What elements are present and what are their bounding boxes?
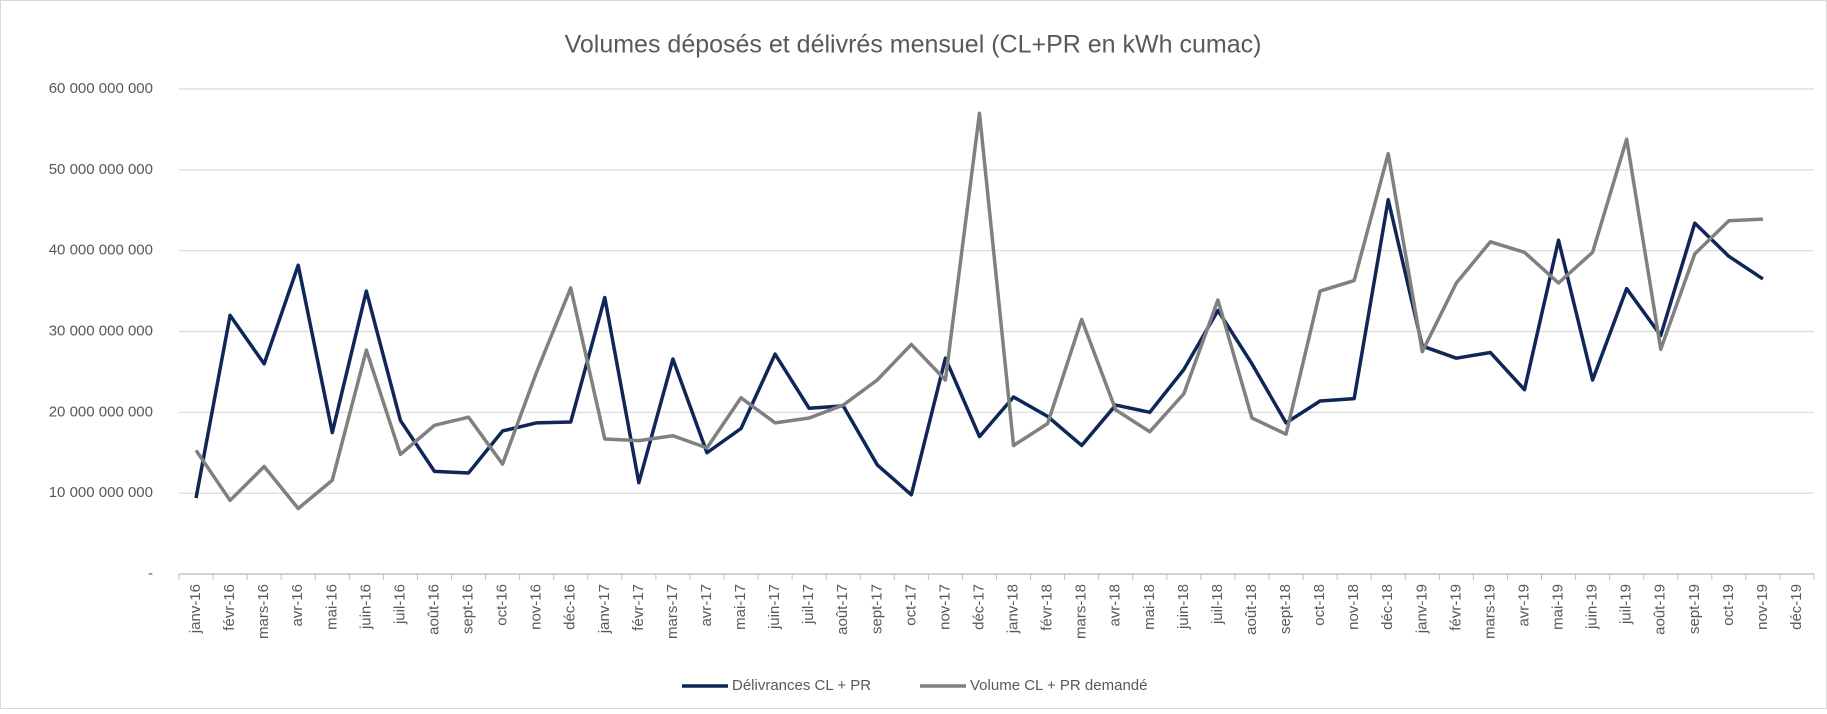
x-tick-label: mai-19 <box>1550 584 1567 630</box>
x-tick-label: août-19 <box>1652 584 1669 635</box>
x-tick-label: sept-19 <box>1686 584 1703 634</box>
x-tick-label: juil-16 <box>391 584 408 625</box>
series-line <box>194 111 1763 511</box>
x-tick-label: oct-18 <box>1311 584 1328 626</box>
x-tick-label: janv-19 <box>1413 584 1430 634</box>
x-tick-label: oct-19 <box>1720 584 1737 626</box>
x-tick-label: août-18 <box>1243 584 1260 635</box>
y-tick-label: 30 000 000 000 <box>49 322 153 339</box>
y-tick-label: - <box>148 565 153 582</box>
x-tick-label: avr-18 <box>1107 584 1124 627</box>
x-tick-label: avr-16 <box>289 584 306 627</box>
x-tick-label: sept-18 <box>1277 584 1294 634</box>
x-tick-label: mai-18 <box>1141 584 1158 630</box>
x-tick-label: janv-17 <box>596 584 613 634</box>
chart-title: Volumes déposés et délivrés mensuel (CL+… <box>565 31 1262 59</box>
x-tick-label: juin-17 <box>766 584 783 630</box>
x-tick-label: juin-18 <box>1175 584 1192 630</box>
y-tick-label: 50 000 000 000 <box>49 161 153 178</box>
x-tick-label: oct-16 <box>494 584 511 626</box>
y-tick-label: 60 000 000 000 <box>49 80 153 97</box>
x-tick-label: mars-16 <box>255 584 272 639</box>
x-tick-label: nov-19 <box>1754 584 1771 630</box>
x-tick-label: févr-16 <box>221 584 238 631</box>
x-tick-label: mai-16 <box>323 584 340 630</box>
x-tick-label: avr-19 <box>1515 584 1532 627</box>
x-tick-label: déc-17 <box>970 584 987 630</box>
x-tick-label: juil-17 <box>800 584 817 625</box>
x-tick-label: mars-19 <box>1481 584 1498 639</box>
x-tick-label: févr-19 <box>1447 584 1464 631</box>
x-tick-label: nov-16 <box>528 584 545 630</box>
x-tick-label: mars-17 <box>664 584 681 639</box>
y-tick-label: 10 000 000 000 <box>49 484 153 501</box>
x-tick-label: déc-16 <box>562 584 579 630</box>
x-tick-label: juil-18 <box>1209 584 1226 625</box>
legend-label: Délivrances CL + PR <box>732 677 871 694</box>
x-tick-label: févr-18 <box>1039 584 1056 631</box>
series-line <box>194 197 1764 499</box>
x-tick-label: sept-16 <box>460 584 477 634</box>
y-tick-label: 40 000 000 000 <box>49 242 153 259</box>
x-tick-label: déc-19 <box>1788 584 1805 630</box>
x-tick-label: août-16 <box>425 584 442 635</box>
x-tick-label: juil-19 <box>1618 584 1635 625</box>
x-tick-label: juin-19 <box>1584 584 1601 630</box>
x-tick-label: mai-17 <box>732 584 749 630</box>
x-tick-label: déc-18 <box>1379 584 1396 630</box>
x-tick-label: févr-17 <box>630 584 647 631</box>
x-tick-label: mars-18 <box>1073 584 1090 639</box>
x-tick-label: oct-17 <box>902 584 919 626</box>
x-tick-label: août-17 <box>834 584 851 635</box>
x-tick-label: avr-17 <box>698 584 715 627</box>
x-tick-label: nov-17 <box>936 584 953 630</box>
x-tick-label: sept-17 <box>868 584 885 634</box>
x-tick-label: nov-18 <box>1345 584 1362 630</box>
legend-label: Volume CL + PR demandé <box>970 677 1147 694</box>
y-tick-label: 20 000 000 000 <box>49 403 153 420</box>
x-tick-label: janv-18 <box>1005 584 1022 634</box>
x-tick-label: juin-16 <box>357 584 374 630</box>
x-tick-label: janv-16 <box>187 584 204 634</box>
